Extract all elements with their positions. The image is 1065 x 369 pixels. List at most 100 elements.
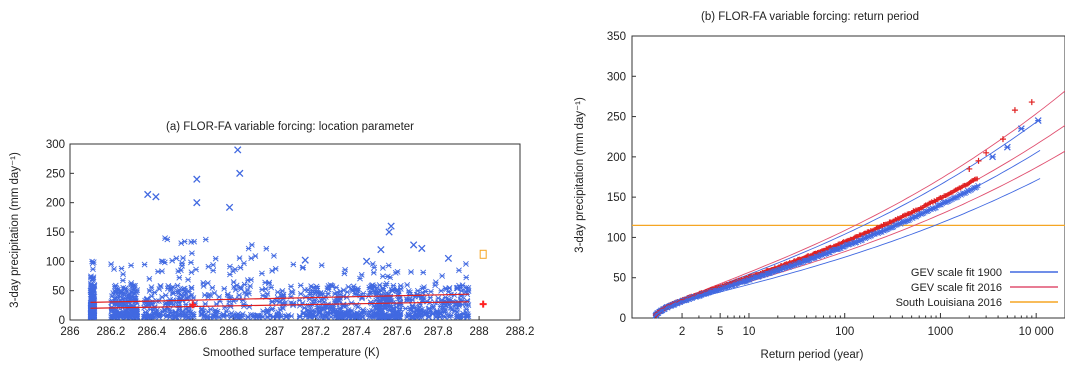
data-point — [260, 292, 266, 299]
data-point — [359, 314, 365, 320]
data-point — [268, 284, 275, 291]
data-point — [245, 245, 252, 252]
data-point — [160, 312, 167, 319]
data-point — [259, 313, 266, 320]
data-point — [88, 273, 94, 280]
outlier-point — [444, 254, 453, 263]
data-point — [160, 258, 166, 265]
data-point — [247, 283, 254, 289]
data-point — [437, 309, 444, 316]
data-point — [122, 286, 128, 292]
data-point — [442, 294, 449, 301]
panel-a-ytick-label: 50 — [52, 286, 65, 298]
data-point — [254, 313, 261, 319]
panel-b: (b) FLOR-FA variable forcing: return per… — [574, 11, 1065, 361]
data-point — [185, 276, 191, 283]
blue-point — [975, 182, 981, 189]
data-point — [141, 261, 148, 268]
data-point — [274, 312, 281, 319]
data-point — [277, 306, 284, 313]
data-point — [424, 298, 431, 305]
data-point — [369, 261, 376, 267]
blue-extreme-point — [1003, 143, 1011, 151]
data-point — [202, 300, 209, 307]
data-point — [248, 255, 255, 262]
data-point — [161, 307, 168, 313]
data-point — [465, 302, 472, 308]
panel-a-ytick-label: 250 — [46, 168, 65, 180]
data-point — [258, 270, 265, 277]
data-point — [314, 305, 321, 312]
red-extreme-point — [983, 149, 990, 156]
panel-a-xtick-label: 287.8 — [424, 326, 453, 338]
data-point — [409, 297, 416, 303]
data-point — [302, 293, 309, 300]
panel-a-xtick-label: 286.6 — [178, 326, 207, 338]
panel-b-xtick-label: 10 — [743, 326, 756, 338]
data-point — [151, 289, 158, 296]
data-point — [169, 289, 176, 296]
data-point — [297, 282, 304, 289]
data-point — [280, 301, 287, 308]
data-point — [371, 264, 378, 271]
data-point — [216, 294, 223, 300]
data-point — [236, 255, 243, 262]
red-extreme-point — [1028, 99, 1035, 106]
data-point — [404, 282, 411, 288]
data-point — [210, 267, 217, 274]
data-point — [390, 286, 397, 292]
panel-a-ytick-label: 100 — [46, 256, 65, 268]
data-point — [373, 297, 380, 304]
data-point — [358, 271, 365, 278]
panel-a-ytick-label: 300 — [46, 139, 65, 151]
data-point — [337, 288, 344, 295]
data-point — [379, 273, 386, 280]
panel-a-plot-area: 286 286.2 286.4 286.6 286.8 287 287.2 287.4 287.… — [46, 139, 535, 338]
data-point — [280, 296, 287, 302]
data-point — [446, 314, 453, 320]
data-point — [355, 304, 361, 311]
data-point — [173, 255, 180, 262]
data-point — [148, 293, 155, 300]
data-point — [146, 288, 153, 294]
data-point — [121, 292, 128, 299]
panel-b-xtick-label: 2 — [679, 326, 685, 338]
red-marker — [479, 300, 487, 308]
data-point — [308, 283, 315, 290]
data-point — [379, 265, 386, 271]
data-point — [108, 312, 115, 319]
data-point — [284, 313, 290, 320]
data-point — [178, 240, 185, 247]
outlier-point — [144, 190, 152, 199]
panel-a-ytick-label: 0 — [59, 315, 65, 327]
data-point — [328, 304, 334, 311]
data-point — [435, 295, 442, 302]
data-point — [150, 310, 157, 316]
data-point — [90, 259, 97, 266]
data-point — [175, 268, 182, 275]
data-point — [402, 305, 409, 312]
panel-a-xtick-label: 288 — [469, 326, 488, 338]
data-point — [118, 312, 125, 318]
data-point — [377, 307, 383, 314]
data-point — [179, 260, 185, 266]
outlier-point — [236, 169, 244, 177]
panel-b-xtick-label: 5 — [717, 326, 723, 338]
data-point — [119, 277, 126, 284]
panel-a-xtick-label: 286.4 — [137, 326, 166, 338]
legend-label-1900: GEV scale fit 1900 — [911, 267, 1002, 279]
data-point — [237, 264, 244, 271]
data-point — [290, 261, 297, 268]
data-point — [300, 264, 307, 271]
data-point — [198, 307, 205, 314]
data-point — [405, 311, 412, 318]
fit-line — [90, 293, 469, 303]
data-point — [437, 303, 444, 310]
data-point — [123, 313, 130, 320]
outlier-point — [193, 175, 201, 183]
data-point — [322, 314, 329, 320]
data-point — [395, 313, 402, 320]
legend-label-2016: GEV scale fit 2016 — [911, 282, 1002, 294]
data-point — [236, 292, 243, 299]
data-point — [288, 283, 294, 290]
